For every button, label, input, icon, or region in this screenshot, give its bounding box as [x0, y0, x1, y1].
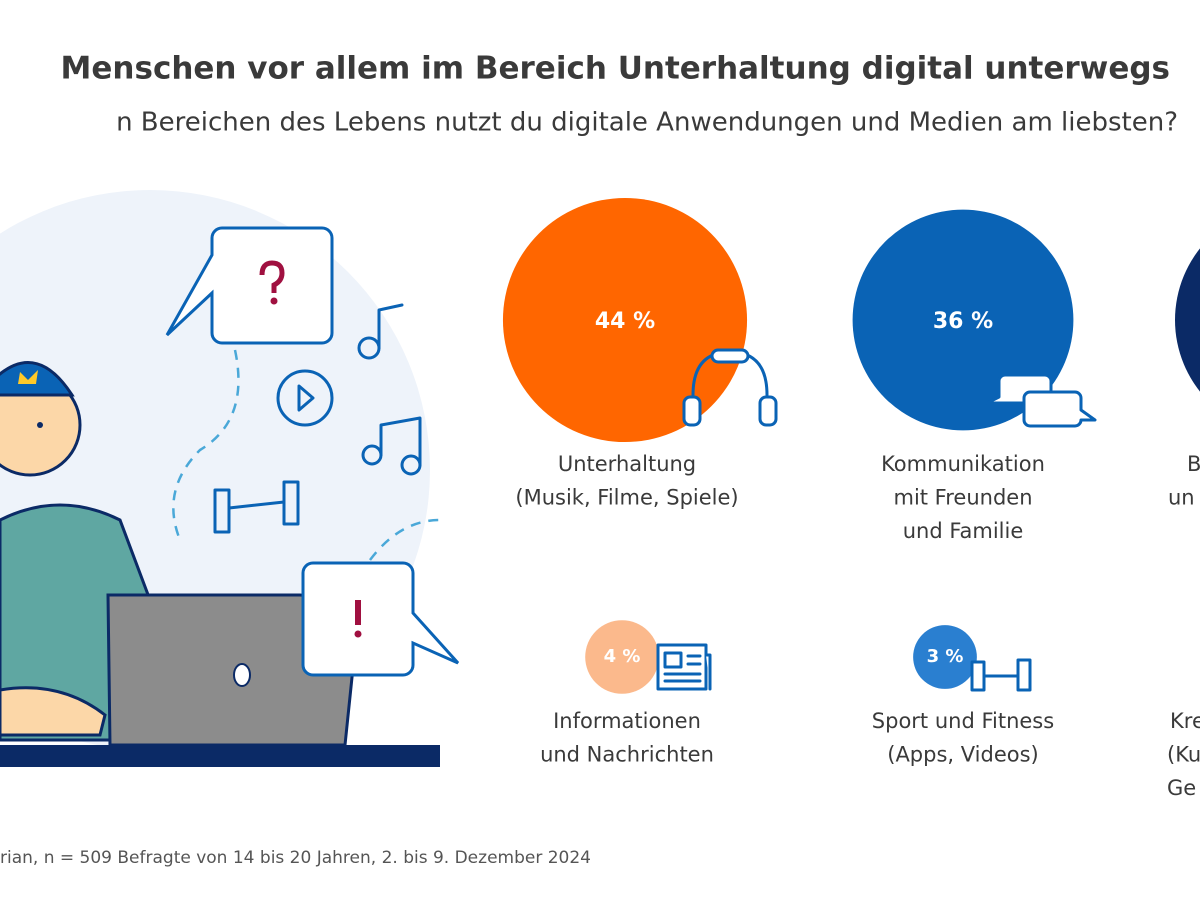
- category-label: (Ku: [1167, 743, 1200, 767]
- category-label: Unterhaltung: [558, 452, 696, 476]
- value-label: 44 %: [595, 309, 655, 334]
- chart-title: Menschen vor allem im Bereich Unterhaltu…: [61, 51, 1170, 87]
- category-label: mit Freunden: [893, 486, 1032, 510]
- bubble: [585, 620, 659, 694]
- chart-subtitle: n Bereichen des Lebens nutzt du digitale…: [116, 108, 1178, 138]
- value-label: 36 %: [933, 309, 993, 334]
- category-label: Ge: [1167, 776, 1196, 800]
- value-label: 4 %: [604, 646, 641, 667]
- value-label: 3 %: [927, 646, 964, 667]
- category-label: (Apps, Videos): [887, 743, 1038, 767]
- category-label: (Musik, Filme, Spiele): [515, 486, 738, 510]
- category-label: Kre: [1170, 709, 1200, 733]
- illustration: [0, 190, 460, 767]
- icons: [656, 348, 1097, 692]
- category-label: und Nachrichten: [540, 743, 714, 767]
- cut-bubble: [1175, 248, 1200, 392]
- category-label: Kommunikation: [881, 452, 1045, 476]
- source-note: rian, n = 509 Befragte von 14 bis 20 Jah…: [0, 848, 591, 868]
- category-label: B: [1187, 452, 1200, 476]
- bubble: [502, 197, 748, 443]
- category-label: un: [1168, 486, 1195, 510]
- category-label: Sport und Fitness: [872, 709, 1054, 733]
- category-label: Informationen: [553, 709, 701, 733]
- bubble: [913, 625, 977, 689]
- category-label: und Familie: [903, 519, 1024, 543]
